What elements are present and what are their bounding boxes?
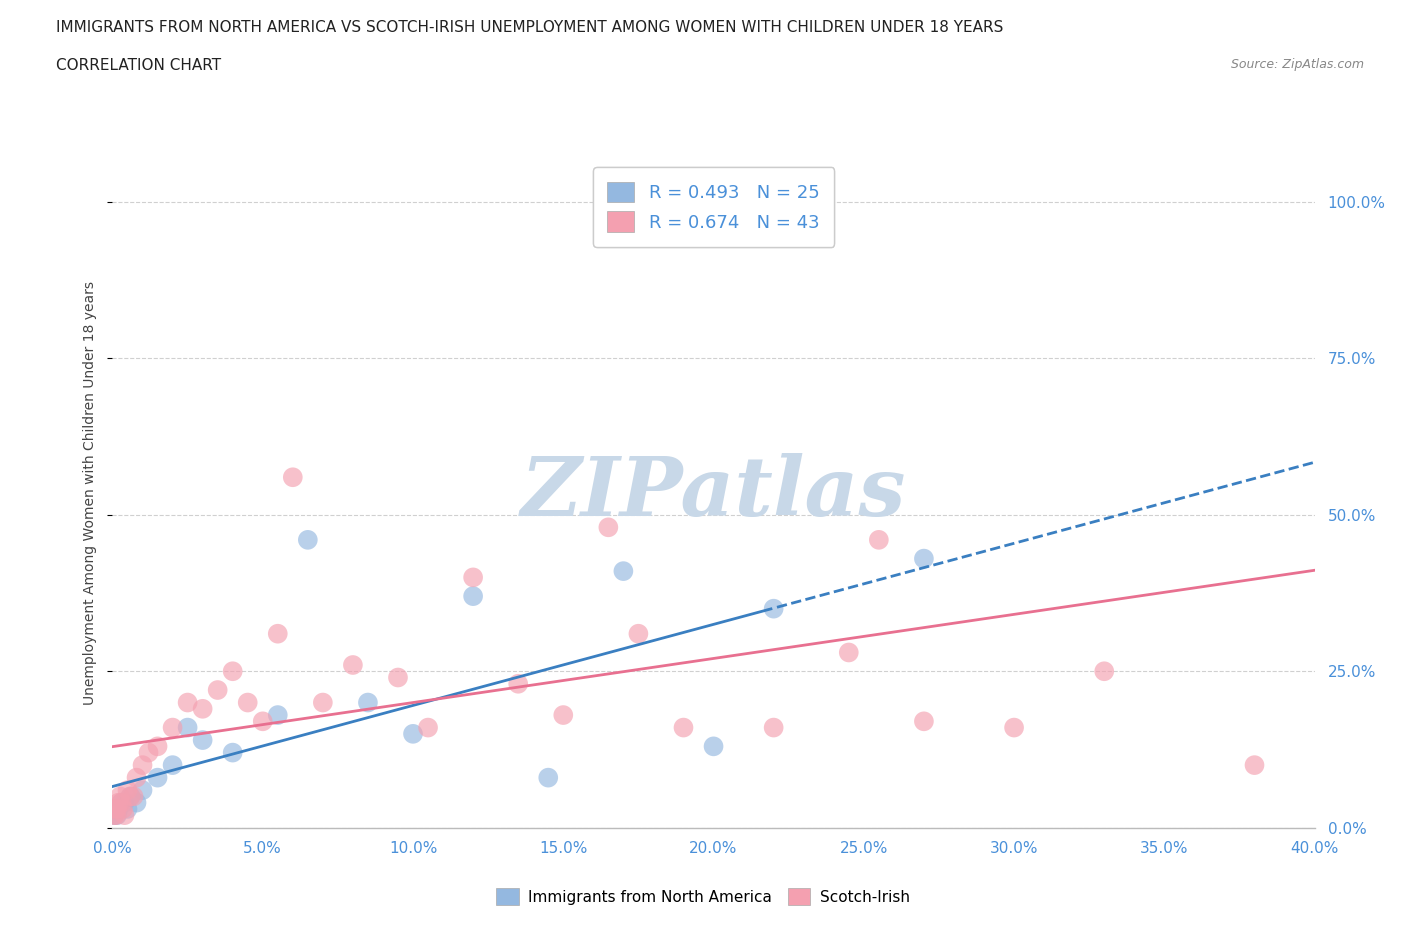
Point xyxy=(104,802,127,817)
Point xyxy=(281,470,304,485)
Point xyxy=(312,695,335,710)
Point xyxy=(627,626,650,641)
Point xyxy=(222,745,245,760)
Point xyxy=(537,770,560,785)
Point xyxy=(838,645,860,660)
Text: IMMIGRANTS FROM NORTH AMERICA VS SCOTCH-IRISH UNEMPLOYMENT AMONG WOMEN WITH CHIL: IMMIGRANTS FROM NORTH AMERICA VS SCOTCH-… xyxy=(56,20,1004,35)
Point xyxy=(107,795,129,810)
Text: Source: ZipAtlas.com: Source: ZipAtlas.com xyxy=(1230,58,1364,71)
Legend: Immigrants from North America, Scotch-Irish: Immigrants from North America, Scotch-Ir… xyxy=(489,880,917,913)
Point xyxy=(125,770,148,785)
Point xyxy=(110,795,132,810)
Point xyxy=(146,770,169,785)
Point xyxy=(342,658,364,672)
Point xyxy=(461,570,484,585)
Point xyxy=(162,758,184,773)
Point xyxy=(297,532,319,547)
Point xyxy=(105,808,128,823)
Point xyxy=(162,720,184,735)
Point xyxy=(612,564,634,578)
Point xyxy=(114,795,136,810)
Point xyxy=(117,783,139,798)
Point xyxy=(912,551,935,566)
Point xyxy=(762,720,785,735)
Point xyxy=(387,671,409,685)
Point xyxy=(107,802,129,817)
Y-axis label: Unemployment Among Women with Children Under 18 years: Unemployment Among Women with Children U… xyxy=(83,281,97,705)
Point xyxy=(125,795,148,810)
Text: ZIPatlas: ZIPatlas xyxy=(520,453,907,533)
Point xyxy=(120,789,142,804)
Point xyxy=(267,708,290,723)
Text: CORRELATION CHART: CORRELATION CHART xyxy=(56,58,221,73)
Point xyxy=(236,695,259,710)
Point xyxy=(110,795,132,810)
Point xyxy=(191,733,214,748)
Point xyxy=(252,714,274,729)
Point xyxy=(598,520,620,535)
Point xyxy=(108,789,131,804)
Point xyxy=(114,808,136,823)
Point xyxy=(120,789,142,804)
Point xyxy=(191,701,214,716)
Point xyxy=(104,802,127,817)
Point xyxy=(176,695,198,710)
Point xyxy=(122,789,145,804)
Point xyxy=(105,808,128,823)
Point xyxy=(103,808,125,823)
Point xyxy=(762,601,785,616)
Point xyxy=(138,745,160,760)
Point xyxy=(131,758,153,773)
Point xyxy=(402,726,425,741)
Point xyxy=(146,739,169,754)
Point xyxy=(672,720,695,735)
Legend: R = 0.493   N = 25, R = 0.674   N = 43: R = 0.493 N = 25, R = 0.674 N = 43 xyxy=(593,167,834,246)
Point xyxy=(461,589,484,604)
Point xyxy=(912,714,935,729)
Point xyxy=(553,708,575,723)
Point xyxy=(103,808,125,823)
Point xyxy=(105,802,128,817)
Point xyxy=(717,188,740,203)
Point xyxy=(868,532,890,547)
Point xyxy=(1092,664,1115,679)
Point xyxy=(131,783,153,798)
Point xyxy=(416,720,439,735)
Point xyxy=(1002,720,1025,735)
Point xyxy=(1243,758,1265,773)
Point xyxy=(267,626,290,641)
Point xyxy=(176,720,198,735)
Point xyxy=(111,802,134,817)
Point xyxy=(207,683,229,698)
Point xyxy=(117,802,139,817)
Point xyxy=(357,695,380,710)
Point xyxy=(222,664,245,679)
Point xyxy=(508,676,530,691)
Point xyxy=(702,739,725,754)
